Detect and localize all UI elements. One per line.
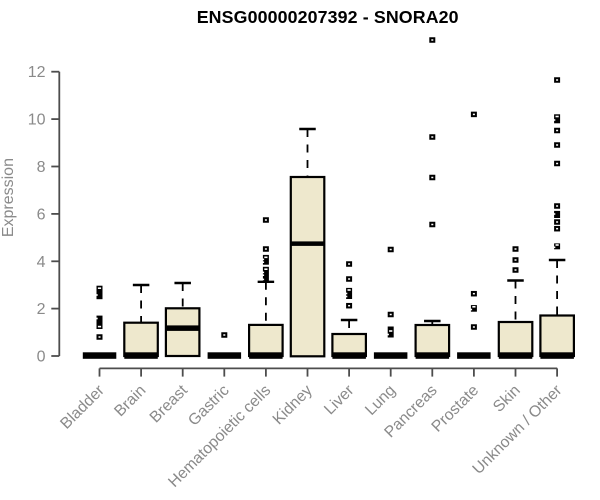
svg-text:0: 0 [37, 349, 46, 366]
svg-text:10: 10 [28, 112, 46, 129]
svg-text:6: 6 [37, 206, 46, 223]
svg-text:ENSG00000207392 - SNORA20: ENSG00000207392 - SNORA20 [197, 7, 459, 27]
svg-text:8: 8 [37, 159, 46, 176]
svg-text:2: 2 [37, 301, 46, 318]
svg-text:4: 4 [37, 254, 46, 271]
svg-text:Expression: Expression [0, 158, 17, 237]
svg-text:12: 12 [28, 64, 46, 81]
